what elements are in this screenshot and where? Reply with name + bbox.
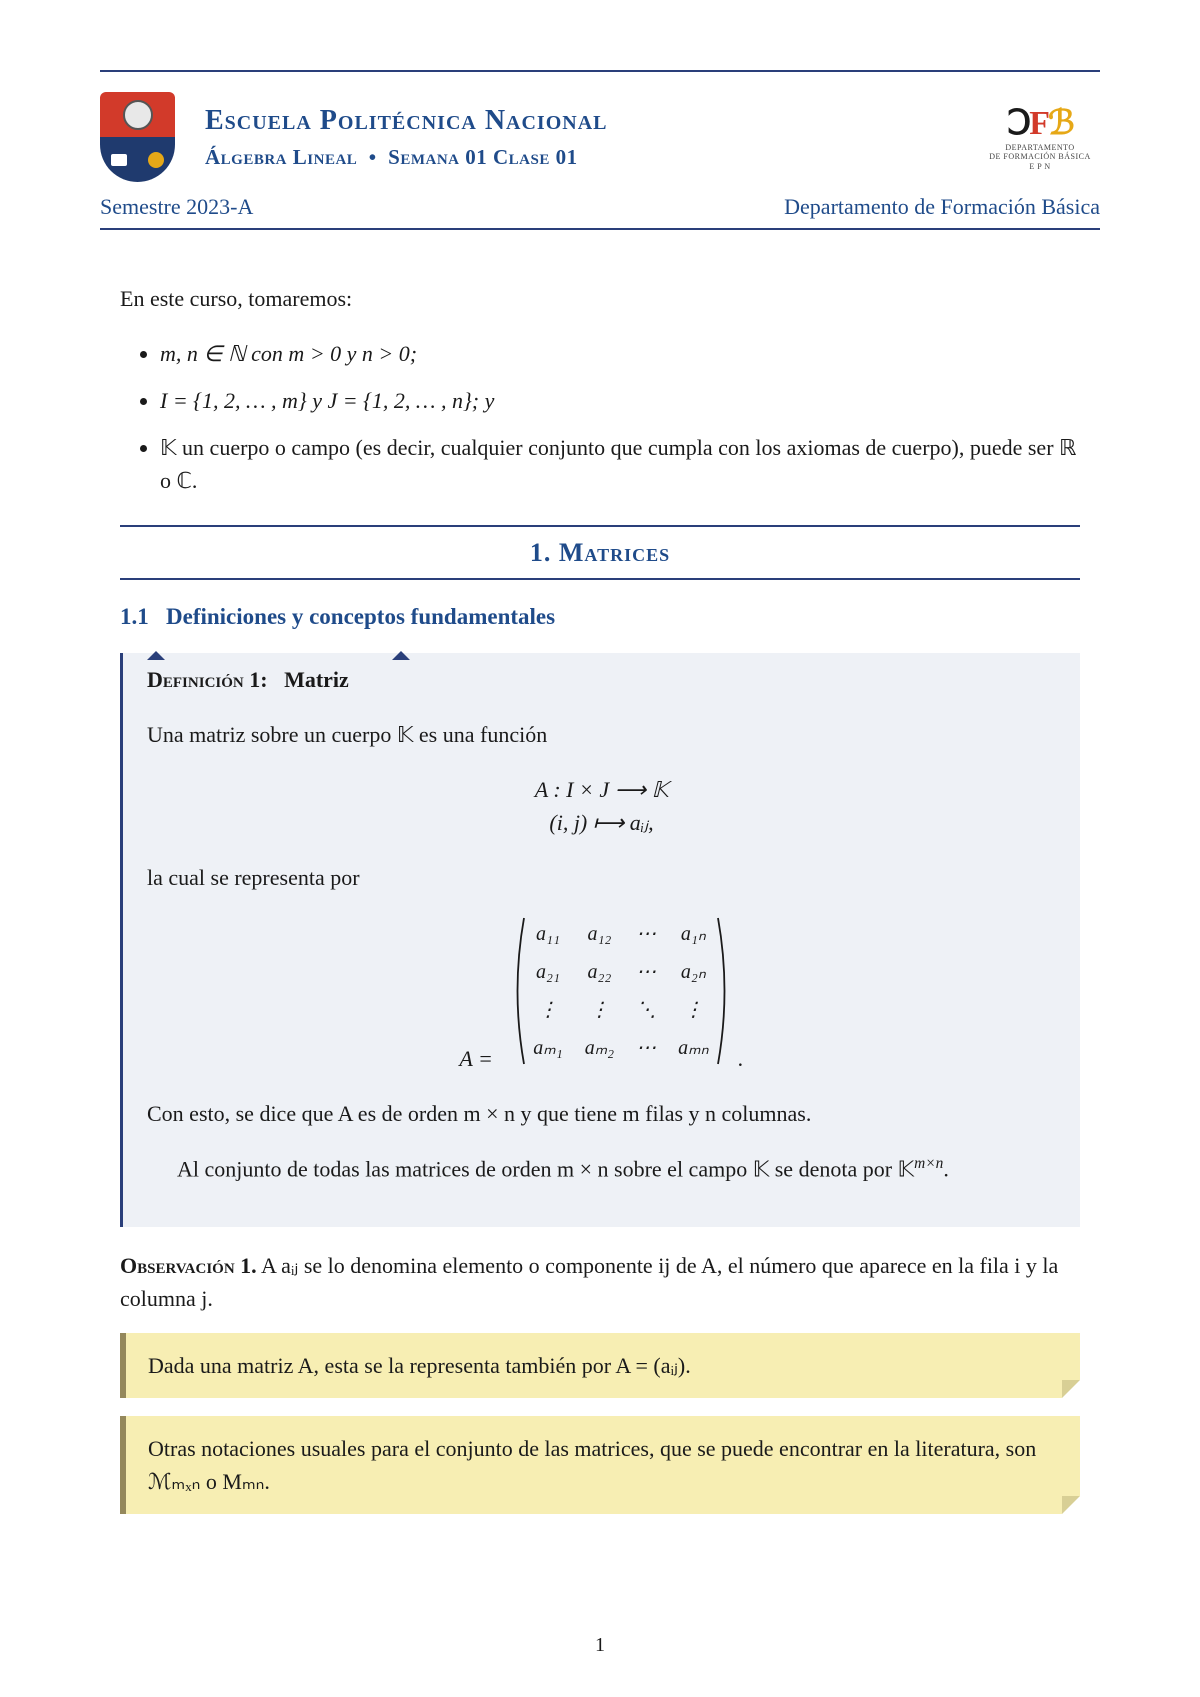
course-name: Álgebra Lineal: [205, 145, 357, 169]
matrix-cell: a₂₂: [585, 957, 614, 987]
header-row: Escuela Politécnica Nacional Álgebra Lin…: [100, 84, 1100, 190]
observation: Observación 1. A aᵢⱼ se lo denomina elem…: [120, 1249, 1080, 1315]
intro-list: m, n ∈ ℕ con m > 0 y n > 0; I = {1, 2, ……: [120, 337, 1080, 497]
definition-box: Definición 1: Matriz Una matriz sobre un…: [120, 653, 1080, 1227]
subheader-row: Semestre 2023-A Departamento de Formació…: [100, 190, 1100, 230]
section-name: Matrices: [559, 538, 670, 567]
definition-text: Una matriz sobre un cuerpo 𝕂 es una func…: [147, 718, 1056, 751]
triangle-icon: [147, 651, 165, 660]
page: Escuela Politécnica Nacional Álgebra Lin…: [0, 0, 1200, 1697]
matrix-cell: a₂₁: [533, 957, 562, 987]
content-body: En este curso, tomaremos: m, n ∈ ℕ con m…: [100, 230, 1100, 1514]
matrix-cell: ⋯: [636, 1033, 656, 1063]
def-text4-sup: m×n: [914, 1155, 943, 1172]
semester-label: Semestre 2023-A: [100, 194, 253, 220]
matrix-grid: a₁₁ a₁₂ ⋯ a₁ₙ a₂₁ a₂₂ ⋯ a₂ₙ ⋮ ⋮ ⋱ ⋮ aₘ₁ …: [533, 919, 708, 1063]
week-label: Semana 01 Clase 01: [388, 145, 577, 169]
university-name: Escuela Politécnica Nacional: [205, 105, 980, 137]
definition-text2: la cual se representa por: [147, 861, 1056, 894]
section-title: 1. Matrices: [120, 525, 1080, 580]
func-line2: (i, j) ⟼ aᵢⱼ,: [147, 806, 1056, 839]
matrix-cell: ⋮: [533, 995, 562, 1025]
section-number: 1.: [530, 538, 552, 567]
bullet-separator: •: [369, 145, 377, 169]
func-line1: A : I × J ⟶ 𝕂: [147, 773, 1056, 806]
matrix-cell: ⋮: [585, 995, 614, 1025]
observation-text: A aᵢⱼ se lo denomina elemento o componen…: [120, 1253, 1058, 1311]
def-text3-span: Con esto, se dice que A es de orden m × …: [147, 1101, 811, 1126]
matrix-cell: aₘ₁: [533, 1033, 562, 1063]
matrix-cell: ⋯: [636, 919, 656, 949]
left-paren-icon: [509, 916, 527, 1066]
course-line: Álgebra Lineal • Semana 01 Clase 01: [205, 145, 980, 170]
matrix-cell: aₘₙ: [678, 1033, 708, 1063]
definition-name: Matriz: [284, 667, 349, 692]
observation-label: Observación 1.: [120, 1253, 257, 1278]
matrix-cell: a₁ₙ: [678, 919, 708, 949]
list-item: I = {1, 2, … , m} y J = {1, 2, … , n}; y: [160, 384, 1080, 417]
university-shield-logo: [100, 92, 175, 182]
dfb-sub3: E P N: [980, 162, 1100, 172]
matrix-cell: ⋯: [636, 957, 656, 987]
def-text4-span: Al conjunto de todas las matrices de ord…: [177, 1156, 914, 1181]
matrix-cell: a₁₂: [585, 919, 614, 949]
matrix-cell: a₂ₙ: [678, 957, 708, 987]
matrix-lead: A =: [459, 1046, 492, 1071]
page-number: 1: [0, 1634, 1200, 1657]
top-rule: [100, 70, 1100, 72]
dfb-sub1: DEPARTAMENTO: [980, 143, 1100, 153]
right-paren-icon: [715, 916, 733, 1066]
note-box-2: Otras notaciones usuales para el conjunt…: [120, 1416, 1080, 1514]
matrix-cell: ⋮: [678, 995, 708, 1025]
definition-text4: Al conjunto de todas las matrices de ord…: [147, 1152, 1056, 1185]
list-item: 𝕂 un cuerpo o campo (es decir, cualquier…: [160, 431, 1080, 497]
matrix-tail: .: [738, 1046, 744, 1071]
note2-text: Otras notaciones usuales para el conjunt…: [148, 1436, 1036, 1494]
matrix-cell: aₘ₂: [585, 1033, 614, 1063]
matrix-cell: a₁₁: [533, 919, 562, 949]
subsection-title: 1.1 Definiciones y conceptos fundamental…: [120, 600, 1080, 635]
dfb-logo: ↃFℬ DEPARTAMENTO DE FORMACIÓN BÁSICA E P…: [980, 103, 1100, 172]
dfb-sub2: DE FORMACIÓN BÁSICA: [980, 152, 1100, 162]
list-item: m, n ∈ ℕ con m > 0 y n > 0;: [160, 337, 1080, 370]
note-box-1: Dada una matriz A, esta se la representa…: [120, 1333, 1080, 1398]
subsection-number: 1.1: [120, 604, 149, 629]
definition-label: Definición 1:: [147, 667, 268, 692]
def-text4-tail: .: [943, 1156, 949, 1181]
intro-lead: En este curso, tomaremos:: [120, 282, 1080, 315]
definition-text3: Con esto, se dice que A es de orden m × …: [147, 1097, 1056, 1130]
matrix-cell: ⋱: [636, 995, 656, 1025]
department-label: Departamento de Formación Básica: [784, 194, 1100, 220]
note1-text: Dada una matriz A, esta se la representa…: [148, 1353, 691, 1378]
subsection-name: Definiciones y conceptos fundamentales: [166, 604, 555, 629]
matrix-representation: A = a₁₁ a₁₂ ⋯ a₁ₙ a₂₁ a₂₂ ⋯ a₂ₙ: [147, 916, 1056, 1075]
triangle-icon: [392, 651, 410, 660]
function-definition: A : I × J ⟶ 𝕂 (i, j) ⟼ aᵢⱼ,: [147, 773, 1056, 839]
